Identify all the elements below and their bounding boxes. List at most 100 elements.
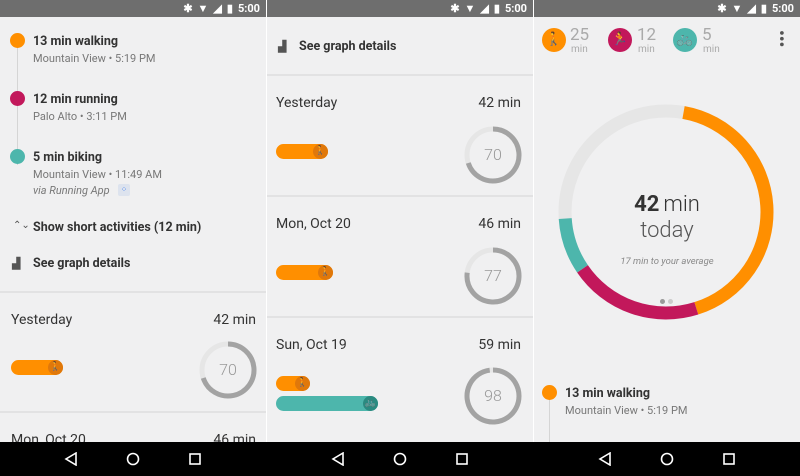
unit: min bbox=[571, 44, 588, 55]
recents-icon[interactable] bbox=[455, 452, 469, 466]
home-icon[interactable] bbox=[660, 452, 674, 466]
graph-details-button[interactable]: See graph details bbox=[299, 39, 397, 54]
ring-progress bbox=[200, 341, 257, 399]
wifi-icon: ▼ bbox=[197, 2, 209, 15]
activity-subtitle: Mountain View • 11:49 AM bbox=[33, 168, 162, 181]
walking-bar: 🚶 bbox=[11, 360, 63, 375]
recents-icon[interactable] bbox=[722, 452, 736, 466]
navigation-bar: /* placeholder */ bbox=[0, 442, 800, 476]
more-options-icon[interactable]: ••• bbox=[772, 30, 791, 48]
run-icon[interactable]: 🏃 bbox=[608, 28, 632, 52]
status-bar: ✱ ▼ ◢ ▮ 5:00 bbox=[267, 0, 533, 17]
walking-dot bbox=[542, 385, 557, 400]
walking-segment bbox=[682, 106, 774, 315]
clock: 5:00 bbox=[237, 2, 260, 15]
signal-icon: ◢ bbox=[213, 2, 222, 15]
goal-percent: 70 bbox=[484, 145, 502, 164]
walk-icon: 🚶 bbox=[295, 376, 310, 391]
activity-title[interactable]: 13 min walking bbox=[33, 34, 119, 49]
goal-percent: 77 bbox=[484, 266, 502, 285]
day-label: Mon, Oct 20 bbox=[276, 216, 351, 232]
day-total: 42 min bbox=[478, 95, 521, 111]
battery-icon: ▮ bbox=[760, 2, 767, 15]
graph-details-button[interactable]: See graph details bbox=[33, 256, 131, 271]
ring-progress bbox=[464, 247, 522, 305]
timeline-line bbox=[549, 397, 550, 442]
running-minutes: 12 bbox=[637, 25, 657, 45]
show-short-activities-button[interactable]: Show short activities (12 min) bbox=[33, 220, 202, 235]
bar-chart-icon: ▟ bbox=[12, 257, 21, 270]
nav-buttons bbox=[0, 442, 266, 476]
bluetooth-icon: ✱ bbox=[450, 2, 460, 15]
walking-dot bbox=[10, 33, 25, 48]
battery-icon: ▮ bbox=[226, 2, 233, 15]
biking-segment bbox=[558, 217, 588, 273]
ring-label: today bbox=[640, 218, 694, 243]
day-total: 42 min bbox=[213, 312, 256, 328]
bike-icon: 🚲 bbox=[363, 396, 378, 411]
recents-icon[interactable] bbox=[188, 452, 202, 466]
day-total: 46 min bbox=[213, 432, 256, 442]
day-label: Yesterday bbox=[276, 95, 338, 111]
day-total: 46 min bbox=[478, 216, 521, 232]
running-segment bbox=[577, 265, 699, 320]
activity-ring bbox=[558, 104, 774, 320]
goal-percent: 70 bbox=[219, 360, 237, 379]
goal-ring bbox=[464, 247, 522, 305]
ring-progress bbox=[465, 126, 522, 184]
page-indicator[interactable] bbox=[668, 299, 673, 304]
signal-icon: ◢ bbox=[480, 2, 489, 15]
activity-title[interactable]: 13 min walking bbox=[565, 386, 651, 401]
activity-source: via Running App bbox=[33, 184, 110, 197]
goal-ring bbox=[464, 367, 522, 425]
walk-icon[interactable]: 🚶 bbox=[542, 28, 566, 52]
walk-icon: 🚶 bbox=[313, 144, 328, 159]
home-icon[interactable] bbox=[126, 452, 140, 466]
activity-subtitle: Mountain View • 5:19 PM bbox=[565, 404, 688, 417]
biking-minutes: 5 bbox=[702, 25, 712, 45]
total-value: 42 bbox=[634, 192, 660, 217]
total-unit: min bbox=[663, 192, 700, 217]
bluetooth-icon: ✱ bbox=[717, 2, 727, 15]
wifi-icon: ▼ bbox=[731, 2, 743, 15]
activity-subtitle: Mountain View • 5:19 PM bbox=[33, 52, 156, 65]
wifi-icon: ▼ bbox=[464, 2, 476, 15]
walk-icon: 🚶 bbox=[318, 265, 333, 280]
bluetooth-icon: ✱ bbox=[183, 2, 193, 15]
bike-icon[interactable]: 🚲 bbox=[673, 28, 697, 52]
nav-buttons bbox=[267, 442, 533, 476]
walking-bar: 🚶 bbox=[276, 265, 333, 280]
activity-subtitle: Palo Alto • 3:11 PM bbox=[33, 110, 127, 123]
unit: min bbox=[638, 44, 655, 55]
back-icon[interactable] bbox=[64, 452, 78, 466]
expand-icon: ⌃⌄ bbox=[13, 220, 30, 231]
home-icon[interactable] bbox=[393, 452, 407, 466]
divider bbox=[0, 411, 266, 413]
status-bar: ✱ ▼ ◢ ▮ 5:00 bbox=[0, 0, 266, 17]
day-label: Sun, Oct 19 bbox=[276, 337, 347, 353]
nav-buttons bbox=[534, 442, 800, 476]
walking-minutes: 25 bbox=[570, 25, 590, 45]
divider bbox=[267, 316, 533, 318]
goal-ring bbox=[464, 126, 522, 184]
goal-percent: 98 bbox=[484, 386, 502, 405]
unit: min bbox=[703, 44, 720, 55]
back-icon[interactable] bbox=[331, 452, 345, 466]
status-bar: ✱ ▼ ◢ ▮ 5:00 bbox=[534, 0, 800, 17]
activity-title[interactable]: 12 min running bbox=[33, 92, 118, 107]
today-panel: ✱ ▼ ◢ ▮ 5:00 🚶 25 min 🏃 12 min 🚲 5 min ••• 4… bbox=[534, 0, 800, 442]
walk-icon: 🚶 bbox=[48, 360, 63, 375]
walking-bar: 🚶 bbox=[276, 144, 328, 159]
day-label: Mon, Oct 20 bbox=[11, 432, 86, 442]
signal-icon: ◢ bbox=[747, 2, 756, 15]
activity-title[interactable]: 5 min biking bbox=[33, 150, 103, 165]
page-indicator-active[interactable] bbox=[660, 299, 665, 304]
back-icon[interactable] bbox=[598, 452, 612, 466]
average-note: 17 min to your average bbox=[620, 256, 714, 267]
day-total: 59 min bbox=[478, 337, 521, 353]
timeline-panel: ✱ ▼ ◢ ▮ 5:00 13 min walking Mountain View • … bbox=[0, 0, 266, 442]
bar-chart-icon: ▟ bbox=[278, 40, 287, 53]
ring-total: 42 min bbox=[534, 192, 800, 217]
biking-bar: 🚲 bbox=[276, 396, 378, 411]
clock: 5:00 bbox=[504, 2, 527, 15]
